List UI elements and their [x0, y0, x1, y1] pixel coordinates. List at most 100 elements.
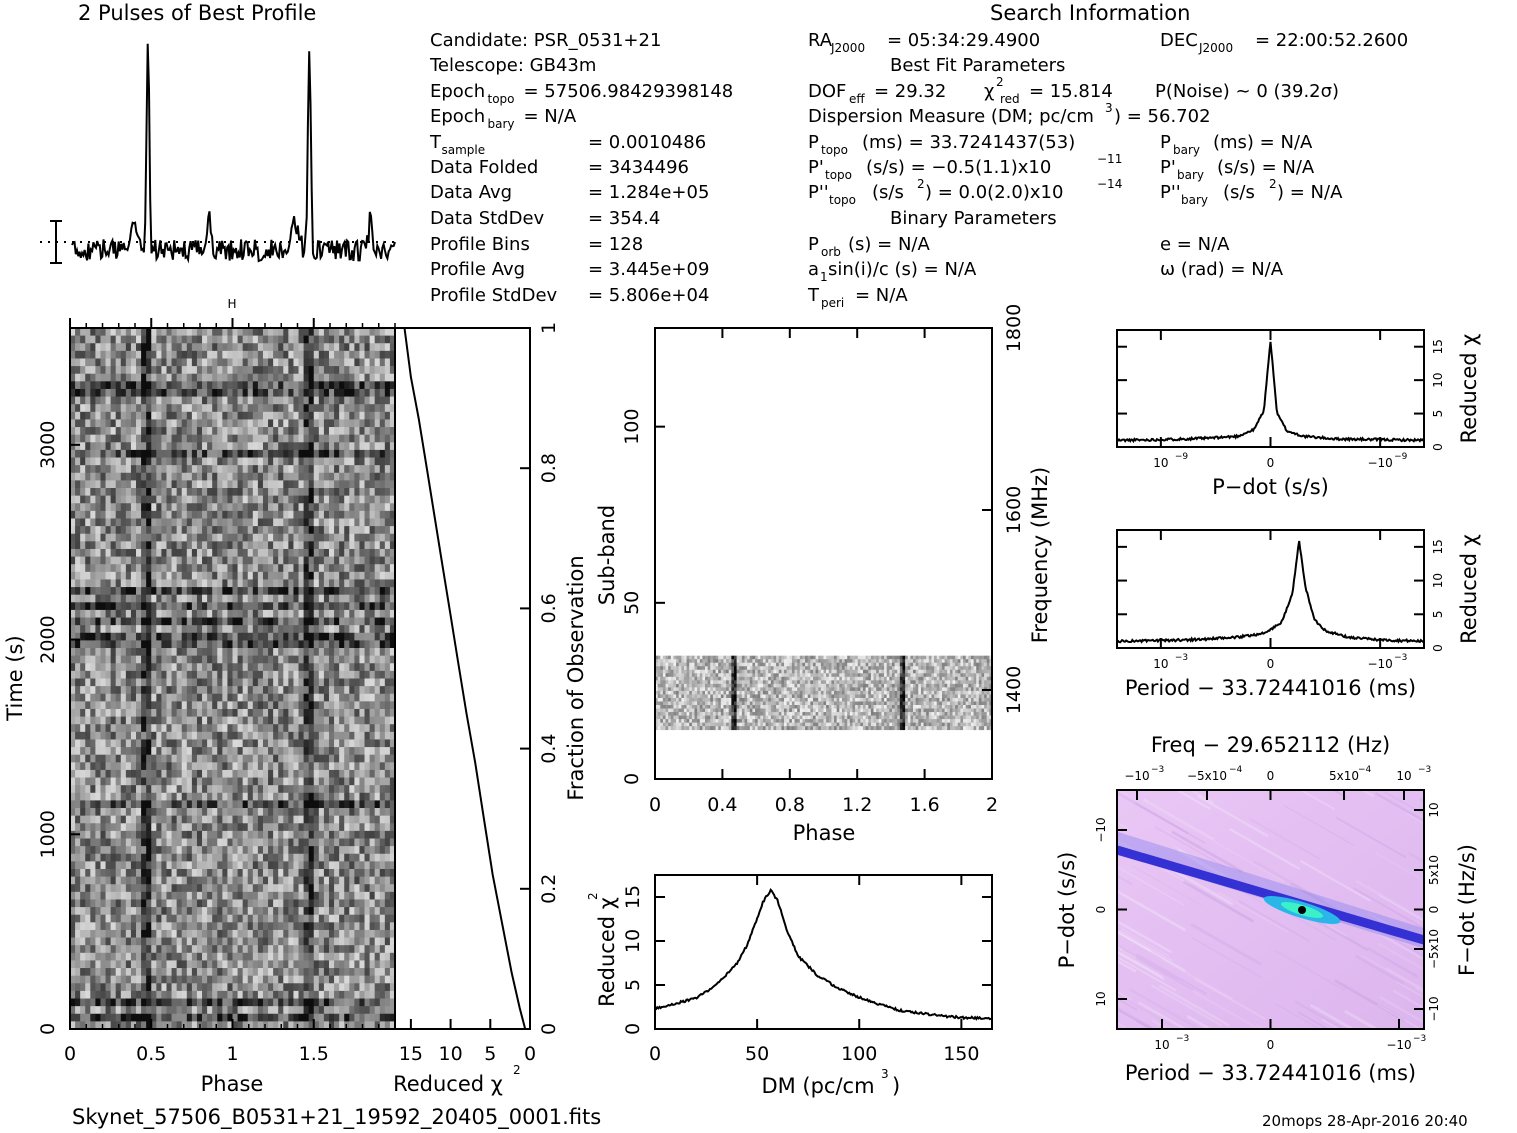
timephase-cell [90, 358, 96, 367]
timephase-cell [237, 419, 244, 428]
timephase-cell [151, 663, 157, 672]
timephase-cell [202, 564, 208, 573]
timephase-cell [156, 792, 162, 801]
timephase-cell [328, 762, 335, 771]
timephase-cell [257, 594, 264, 603]
timephase-cell [298, 739, 304, 748]
timephase-cell [146, 731, 152, 740]
timephase-cell [156, 625, 162, 634]
timephase-cell [227, 678, 233, 687]
timephase-cell [313, 884, 320, 893]
pdot-topo-subscript: topo [825, 168, 852, 182]
timephase-cell [384, 442, 391, 451]
timephase-cell [262, 663, 269, 672]
timephase-cell [323, 769, 330, 778]
best-profile-plot [40, 43, 396, 264]
timephase-cell [95, 876, 101, 885]
timephase-cell [242, 884, 249, 893]
timephase-cell [313, 411, 320, 420]
timephase-cell [318, 404, 325, 413]
timephase-cell [70, 388, 76, 397]
timephase-cell [212, 366, 218, 375]
timephase-cell [242, 373, 249, 382]
timephase-cell [293, 846, 299, 855]
timephase-cell [110, 899, 117, 908]
timephase-cell [212, 739, 218, 748]
timephase-cell [176, 739, 183, 748]
timephase-cell [136, 503, 142, 512]
timephase-cell [359, 503, 365, 512]
timephase-cell [176, 457, 183, 466]
timephase-cell [90, 434, 96, 443]
timephase-cell [105, 876, 112, 885]
timephase-cell [349, 411, 355, 420]
timephase-cell [222, 724, 228, 733]
timephase-cell [384, 373, 391, 382]
timephase-cell [146, 808, 152, 817]
info-label: Data Avg [430, 182, 512, 203]
timephase-cell [354, 762, 360, 771]
timephase-cell [80, 373, 86, 382]
timephase-cell [369, 472, 376, 481]
timephase-cell [349, 388, 355, 397]
timephase-cell [105, 762, 112, 771]
timephase-cell [313, 480, 320, 489]
timephase-cell [191, 350, 198, 359]
timephase-cell [161, 648, 167, 657]
timephase-cell [171, 724, 178, 733]
timephase-cell [339, 785, 345, 794]
timephase-cell [136, 602, 142, 611]
timephase-cell [374, 434, 381, 443]
timephase-cell [334, 411, 340, 420]
timephase-cell [288, 815, 294, 824]
timephase-cell [80, 785, 86, 794]
timephase-cell [171, 541, 178, 550]
timephase-cell [247, 350, 254, 359]
timephase-cell [202, 708, 208, 717]
timephase-cell [278, 480, 284, 489]
timephase-cell [196, 747, 203, 756]
timephase-cell [247, 335, 254, 344]
timephase-cell [339, 830, 345, 839]
timephase-cell [100, 640, 106, 649]
timephase-cell [359, 533, 365, 542]
timephase-cell [181, 747, 188, 756]
timephase-cell [130, 488, 137, 497]
search-title: Search Information [990, 1, 1190, 25]
timephase-cell [262, 396, 269, 405]
timephase-cell [202, 754, 208, 763]
timephase-cell [110, 548, 117, 557]
timephase-cell [283, 769, 289, 778]
timephase-cell [75, 853, 81, 862]
timephase-cell [252, 442, 259, 451]
timephase-cell [80, 632, 86, 641]
timephase-cell [384, 449, 391, 458]
timephase-cell [110, 716, 117, 725]
timephase-cell [328, 335, 335, 344]
timephase-cell [151, 785, 157, 794]
timephase-cell [389, 579, 396, 588]
timephase-cell [364, 701, 371, 710]
timephase-cell [151, 731, 157, 740]
timephase-cell [303, 488, 310, 497]
timephase-cell [257, 754, 264, 763]
timephase-cell [90, 754, 96, 763]
timephase-cell [354, 571, 360, 580]
timephase-cell [293, 350, 299, 359]
timephase-cell [176, 648, 183, 657]
timephase-cell [323, 556, 330, 565]
timephase-cell [186, 343, 193, 352]
pddot-bary-superscript: 2 [1269, 177, 1277, 191]
timephase-cell [95, 556, 101, 565]
timephase-cell [136, 480, 142, 489]
timephase-cell [344, 358, 350, 367]
timephase-cell [166, 777, 172, 786]
timephase-cell [166, 388, 172, 397]
timephase-cell [120, 693, 127, 702]
timephase-cell [95, 328, 101, 337]
timephase-cell [369, 625, 376, 634]
timephase-cell [247, 617, 254, 626]
timephase-cell [222, 571, 228, 580]
timephase-cell [95, 899, 101, 908]
timephase-cell [384, 503, 391, 512]
